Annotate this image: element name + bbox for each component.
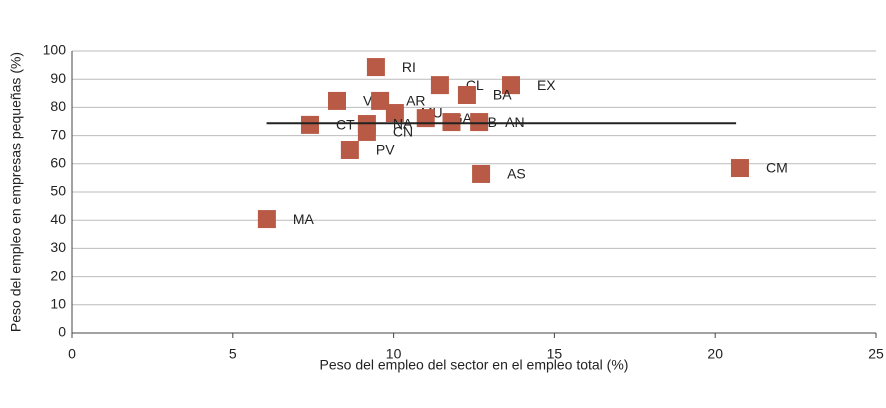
point (357, 122, 376, 141)
point-label: CT (336, 117, 355, 133)
y-tick-label: 20 (50, 267, 66, 283)
x-tick-label: 5 (229, 346, 237, 362)
y-tick-label: 90 (50, 70, 66, 86)
point (442, 113, 461, 132)
x-tick-label: 10 (386, 346, 402, 362)
point-label: BA (493, 87, 512, 103)
point (472, 164, 491, 183)
y-tick-label: 100 (43, 42, 67, 58)
y-tick-label: 30 (50, 239, 66, 255)
point (416, 109, 435, 128)
x-tick-label: 0 (68, 346, 76, 362)
y-tick-label: 60 (50, 155, 66, 171)
point (300, 115, 319, 134)
y-axis-label: Peso del empleo en empresas pequeñas (%) (8, 52, 24, 332)
point-label: AR (406, 93, 425, 109)
point (470, 113, 489, 132)
point (366, 58, 385, 77)
point (385, 104, 404, 123)
point-label: AN (505, 114, 524, 130)
point (501, 76, 520, 95)
point-label: EX (537, 77, 556, 93)
point (730, 159, 749, 178)
point-label: CN (393, 124, 413, 140)
x-axis-label: Peso del empleo del sector en el empleo … (320, 357, 629, 373)
point (457, 85, 476, 104)
y-tick-label: 50 (50, 183, 66, 199)
y-tick-label: 40 (50, 211, 66, 227)
point (257, 210, 276, 229)
point (430, 76, 449, 95)
point-label: RI (402, 59, 416, 75)
y-tick-label: 70 (50, 126, 66, 142)
y-tick-label: 80 (50, 98, 66, 114)
point-label: MA (293, 211, 315, 227)
point-label: AS (507, 166, 526, 182)
point-label: PV (376, 142, 395, 158)
y-tick-label: 0 (58, 324, 66, 340)
point-label: CM (766, 160, 788, 176)
x-tick-label: 25 (868, 346, 884, 362)
x-tick-label: 20 (707, 346, 723, 362)
y-tick-label: 10 (50, 296, 66, 312)
point (327, 91, 346, 110)
point (340, 140, 359, 159)
x-tick-label: 15 (547, 346, 563, 362)
point (371, 91, 390, 110)
